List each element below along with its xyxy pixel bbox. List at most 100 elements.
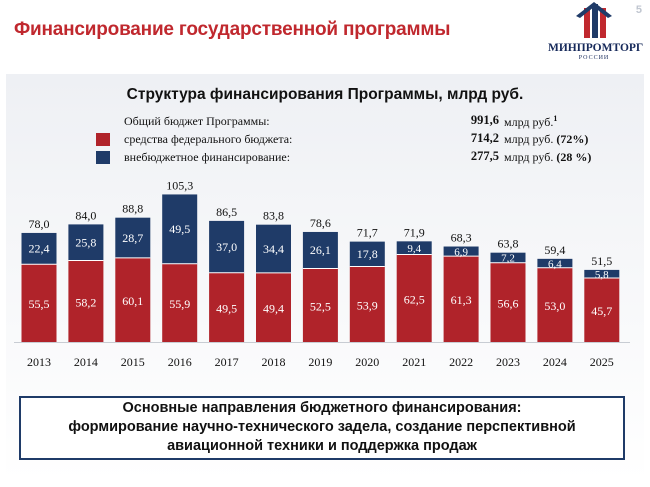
label-extra-2021: 9,4 <box>407 243 421 255</box>
bar-extra-2018 <box>256 224 291 273</box>
label-federal-2021: 62,5 <box>404 292 425 306</box>
bar-federal-2021 <box>396 254 432 342</box>
label-federal-2016: 55,9 <box>169 297 190 311</box>
legend-unit-total: млрд руб.1 <box>504 114 557 130</box>
header: Финансирование государственной программы… <box>0 0 650 70</box>
bar-extra-2022 <box>443 246 479 257</box>
label-total-2021: 71,9 <box>404 225 425 239</box>
label-extra-2022: 6,9 <box>454 246 468 258</box>
label-extra-2015: 28,7 <box>122 231 143 245</box>
x-tick-2018: 2018 <box>262 355 286 369</box>
page-number: 5 <box>635 4 642 16</box>
unit-text: млрд руб. <box>504 132 554 146</box>
bar-extra-2014 <box>68 224 104 261</box>
chart-title: Структура финансирования Программы, млрд… <box>126 86 524 103</box>
share-text: (28 %) <box>556 150 592 164</box>
label-extra-2024: 6,4 <box>548 258 562 270</box>
legend-row-total: Общий бюджет Программы: 991,6 млрд руб.1 <box>96 112 616 130</box>
bar-extra-2025 <box>584 269 620 279</box>
label-extra-2019: 26,1 <box>310 243 331 257</box>
x-tick-2017: 2017 <box>215 355 239 369</box>
bar-federal-2013 <box>21 264 57 342</box>
label-extra-2018: 34,4 <box>263 242 284 256</box>
label-extra-2023: 7,2 <box>501 253 515 265</box>
x-tick-2020: 2020 <box>355 355 379 369</box>
label-federal-2022: 61,3 <box>451 293 472 307</box>
bar-federal-2018 <box>256 272 291 342</box>
x-tick-2019: 2019 <box>308 355 332 369</box>
label-federal-2015: 60,1 <box>122 294 143 308</box>
label-total-2024: 59,4 <box>544 243 565 257</box>
bar-extra-2016 <box>162 194 198 264</box>
legend-row-federal: средства федерального бюджета: 714,2 млр… <box>96 130 616 148</box>
label-total-2019: 78,6 <box>310 216 331 230</box>
legend-swatch-extra <box>96 151 110 164</box>
legend-label-total: Общий бюджет Программы: <box>124 114 270 128</box>
legend-swatch-federal <box>96 133 110 146</box>
bar-extra-2013 <box>21 232 57 265</box>
label-federal-2023: 56,6 <box>498 296 519 310</box>
logo-emblem-icon <box>576 2 612 38</box>
bar-federal-2022 <box>443 256 479 342</box>
label-extra-2017: 37,0 <box>216 240 237 254</box>
x-tick-2015: 2015 <box>121 355 145 369</box>
x-tick-2023: 2023 <box>496 355 520 369</box>
label-extra-2020: 17,8 <box>357 247 378 261</box>
bar-federal-2017 <box>209 272 245 342</box>
bar-extra-2021 <box>396 241 432 255</box>
label-total-2018: 83,8 <box>263 209 284 223</box>
legend-label-extra: внебюджетное финансирование: <box>124 150 291 164</box>
legend-unit-extra: млрд руб. (28 %) <box>504 150 591 165</box>
label-federal-2014: 58,2 <box>75 295 96 309</box>
bar-extra-2015 <box>115 217 151 258</box>
unit-text: млрд руб. <box>504 115 554 129</box>
label-total-2017: 86,5 <box>216 205 237 219</box>
label-total-2023: 63,8 <box>498 237 519 251</box>
legend-row-extra: внебюджетное финансирование: 277,5 млрд … <box>96 148 616 166</box>
bar-extra-2024 <box>537 258 573 268</box>
page-title: Финансирование государственной программы <box>14 19 451 40</box>
label-total-2022: 68,3 <box>451 231 472 245</box>
x-tick-2021: 2021 <box>402 355 426 369</box>
unit-text: млрд руб. <box>504 150 554 164</box>
label-federal-2018: 49,4 <box>263 301 284 315</box>
bar-extra-2019 <box>302 231 338 269</box>
x-tick-2022: 2022 <box>449 355 473 369</box>
bar-extra-2020 <box>349 241 385 267</box>
label-total-2014: 84,0 <box>75 208 96 222</box>
x-tick-2024: 2024 <box>543 355 567 369</box>
legend-value-extra: 277,5 <box>470 149 499 163</box>
legend-unit-federal: млрд руб. (72%) <box>504 132 588 147</box>
summary-line-3: авиационной техники и поддержка продаж <box>167 438 477 454</box>
legend-value-total: 991,6 <box>470 113 499 127</box>
bar-extra-2017 <box>209 220 245 273</box>
bar-federal-2019 <box>302 268 338 342</box>
label-total-2025: 51,5 <box>591 254 612 268</box>
label-federal-2025: 45,7 <box>591 304 612 318</box>
footnote-mark: 1 <box>553 114 558 123</box>
label-federal-2020: 53,9 <box>357 298 378 312</box>
summary-box: Основные направления бюджетного финансир… <box>19 396 625 460</box>
label-total-2020: 71,7 <box>357 226 378 240</box>
legend-label-federal: средства федерального бюджета: <box>124 132 293 146</box>
label-extra-2013: 22,4 <box>29 242 50 256</box>
label-federal-2019: 52,5 <box>310 299 331 313</box>
label-federal-2024: 53,0 <box>544 299 565 313</box>
summary-line-2: формирование научно-технического задела,… <box>68 419 576 435</box>
bar-federal-2015 <box>115 257 151 342</box>
bar-federal-2016 <box>162 263 198 342</box>
label-federal-2013: 55,5 <box>29 297 50 311</box>
x-tick-2025: 2025 <box>590 355 614 369</box>
bar-federal-2025 <box>584 278 620 342</box>
x-tick-2013: 2013 <box>27 355 51 369</box>
summary-line-1: Основные направления бюджетного финансир… <box>122 400 522 416</box>
label-extra-2025: 5,8 <box>595 269 609 281</box>
label-federal-2017: 49,5 <box>216 301 237 315</box>
bar-extra-2023 <box>490 252 526 263</box>
bar-federal-2024 <box>537 267 573 342</box>
label-total-2013: 78,0 <box>29 217 50 231</box>
label-extra-2014: 25,8 <box>75 235 96 249</box>
logo-text: МИНПРОМТОРГ <box>548 42 644 54</box>
label-total-2015: 88,8 <box>122 202 143 216</box>
